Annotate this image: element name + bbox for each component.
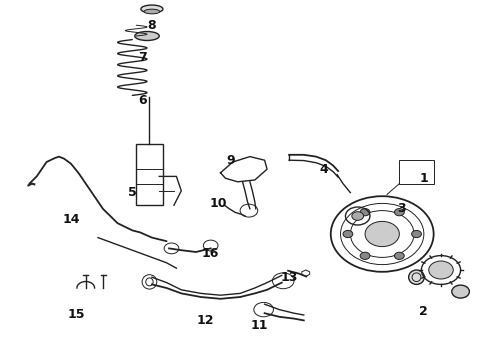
Text: 1: 1	[419, 172, 428, 185]
Circle shape	[343, 230, 353, 238]
Text: 16: 16	[202, 247, 220, 260]
Circle shape	[429, 261, 453, 279]
Text: 12: 12	[197, 314, 215, 327]
Ellipse shape	[144, 9, 160, 14]
Circle shape	[360, 252, 370, 260]
Text: 6: 6	[138, 94, 147, 107]
Text: 10: 10	[209, 197, 227, 210]
Bar	[399, 160, 434, 184]
Ellipse shape	[409, 270, 424, 284]
Text: 8: 8	[147, 19, 156, 32]
Text: 11: 11	[251, 319, 269, 332]
Text: 7: 7	[138, 51, 147, 64]
Circle shape	[352, 212, 364, 220]
Text: 15: 15	[67, 309, 85, 321]
Circle shape	[394, 208, 404, 216]
Circle shape	[360, 208, 370, 216]
Circle shape	[412, 230, 421, 238]
Text: 2: 2	[419, 305, 428, 318]
Text: 5: 5	[128, 186, 137, 199]
Ellipse shape	[135, 32, 159, 41]
Circle shape	[452, 285, 469, 298]
Text: 14: 14	[62, 213, 80, 226]
Circle shape	[365, 221, 399, 247]
Text: 13: 13	[280, 271, 298, 284]
Ellipse shape	[141, 5, 163, 13]
Text: 4: 4	[319, 163, 328, 176]
Text: 9: 9	[226, 154, 235, 167]
Bar	[136, 144, 163, 205]
Text: 3: 3	[397, 202, 406, 215]
Circle shape	[394, 252, 404, 260]
